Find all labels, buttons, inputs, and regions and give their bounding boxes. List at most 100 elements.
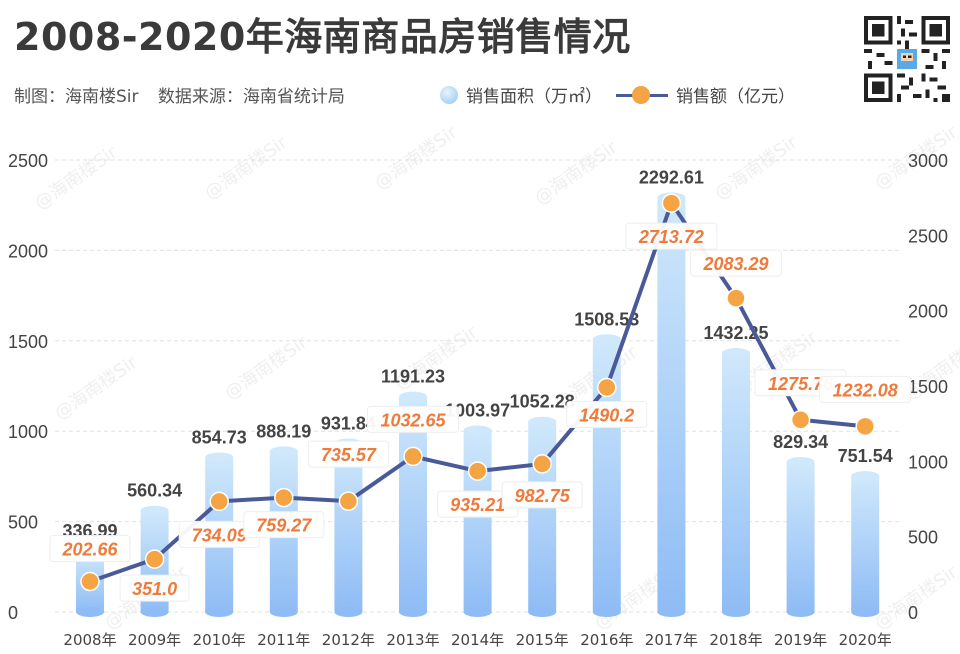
x-axis-tick: 2010年: [193, 631, 246, 649]
amount-point: [144, 549, 165, 569]
x-axis-tick: 2018年: [709, 631, 762, 649]
x-axis-tick: 2017年: [645, 631, 698, 649]
svg-text:759.27: 759.27: [256, 516, 312, 536]
watermark-text: @海南楼Sir: [51, 352, 142, 425]
bar-value-label: 2292.61: [639, 167, 704, 187]
bar: [463, 425, 492, 617]
bar-value-label: 751.54: [838, 446, 893, 466]
x-axis-tick: 2016年: [580, 631, 633, 649]
legend-area-swatch: [440, 85, 458, 104]
x-axis-tick: 2014年: [451, 631, 504, 649]
x-axis-tick: 2013年: [386, 631, 439, 649]
bar-value-label: 1508.53: [574, 309, 639, 329]
bar-value-label: 829.34: [773, 432, 828, 452]
watermark-text: @海南楼Sir: [531, 137, 622, 210]
watermark-text: @海南楼Sir: [871, 562, 960, 635]
amount-point: [274, 487, 294, 508]
x-axis-tick: 2008年: [63, 631, 116, 649]
amount-point: [855, 416, 875, 437]
amount-point: [80, 571, 100, 592]
x-axis-labels: 2008年 2009年 2010年 2011年 2012年 2013年 2014年 2015年…: [63, 631, 891, 649]
qr-code-icon: [864, 16, 950, 102]
bar: [722, 348, 750, 617]
subtitle: 制图：海南楼Sir 数据来源：海南省统计局: [14, 82, 359, 107]
maker-credit: 制图：海南楼Sir: [14, 87, 139, 107]
bar: [851, 471, 880, 617]
data-source: 数据来源：海南省统计局: [157, 87, 345, 107]
bar-value-label: 560.34: [127, 481, 182, 501]
svg-text:982.75: 982.75: [515, 486, 571, 506]
amount-value-label: 982.75: [501, 481, 583, 509]
amount-point: [790, 410, 811, 430]
left-axis-tick: 2500: [8, 151, 48, 171]
amount-value-label: 351.0: [119, 574, 190, 602]
legend-amount-swatch: [616, 85, 668, 104]
right-axis-tick: 2000: [908, 302, 948, 322]
left-axis-tick: 500: [8, 513, 38, 533]
legend-item-area: 销售面积（万㎡）: [440, 82, 602, 107]
svg-text:1232.08: 1232.08: [833, 380, 898, 400]
legend-amount-label: 销售额（亿元）: [676, 87, 795, 107]
bar: [786, 457, 815, 617]
amount-point: [403, 446, 423, 467]
legend-area-label: 销售面积（万㎡）: [466, 87, 602, 107]
amount-point: [661, 193, 682, 213]
left-axis-tick: 0: [8, 603, 18, 623]
left-axis-tick: 1500: [8, 332, 48, 352]
svg-text:935.21: 935.21: [450, 495, 505, 515]
watermark-text: @海南楼Sir: [201, 132, 292, 205]
right-axis-tick: 2500: [908, 226, 948, 246]
right-axis-tick: 1500: [908, 377, 948, 397]
legend: 销售面积（万㎡） 销售额（亿元）: [440, 82, 809, 107]
amount-value-label: 1232.08: [819, 375, 912, 403]
amount-point: [532, 454, 552, 474]
amount-value-label: 202.66: [49, 534, 131, 562]
x-axis-tick: 2009年: [128, 631, 181, 649]
bar-value-label: 854.73: [192, 427, 247, 447]
amount-value-label: 759.27: [243, 511, 325, 539]
bar-value-label: 888.19: [256, 421, 311, 441]
svg-text:735.57: 735.57: [321, 445, 377, 465]
bar-value-label: 1003.97: [445, 400, 510, 420]
svg-text:734.09: 734.09: [192, 525, 247, 545]
amount-point: [338, 491, 359, 511]
legend-item-amount: 销售额（亿元）: [616, 82, 795, 107]
watermark-text: @海南楼Sir: [371, 122, 462, 195]
line-series-amount: [80, 193, 875, 592]
amount-value-label: 735.57: [307, 440, 389, 468]
amount-point: [726, 288, 746, 308]
x-axis-tick: 2019年: [774, 631, 827, 649]
bar: [657, 192, 686, 617]
svg-text:2713.72: 2713.72: [638, 227, 704, 247]
bar: [334, 438, 363, 617]
x-axis-tick: 2020年: [839, 631, 892, 649]
bar-value-label: 1191.23: [381, 367, 445, 387]
amount-value-label: 2713.72: [625, 222, 718, 250]
svg-text:351.0: 351.0: [132, 579, 177, 599]
x-axis-tick: 2011年: [257, 631, 310, 649]
svg-text:202.66: 202.66: [61, 539, 118, 559]
right-axis-tick: 500: [908, 528, 938, 548]
svg-text:2083.29: 2083.29: [702, 254, 768, 274]
right-axis-tick: 3000: [908, 151, 948, 171]
left-axis-tick: 1000: [8, 422, 48, 442]
x-axis-tick: 2015年: [516, 631, 569, 649]
bar-value-label: 931.84: [321, 414, 376, 434]
bar: [592, 334, 621, 617]
page-title: 2008-2020年海南商品房销售情况: [14, 15, 631, 59]
x-axis-tick: 2012年: [322, 631, 375, 649]
amount-value-label: 1490.2: [566, 400, 648, 428]
right-axis-tick: 1000: [908, 452, 948, 472]
bar-value-label: 1052.28: [510, 392, 575, 412]
left-axis-tick: 2000: [8, 241, 48, 261]
watermark-text: @海南楼Sir: [711, 132, 802, 205]
left-axis: 0 500 1000 1500 2000 2500: [8, 151, 48, 623]
amount-point: [597, 377, 617, 398]
svg-text:1275.76: 1275.76: [768, 374, 834, 394]
amount-point: [467, 461, 488, 481]
svg-text:1032.65: 1032.65: [380, 410, 446, 430]
amount-value-label: 2083.29: [690, 249, 782, 277]
